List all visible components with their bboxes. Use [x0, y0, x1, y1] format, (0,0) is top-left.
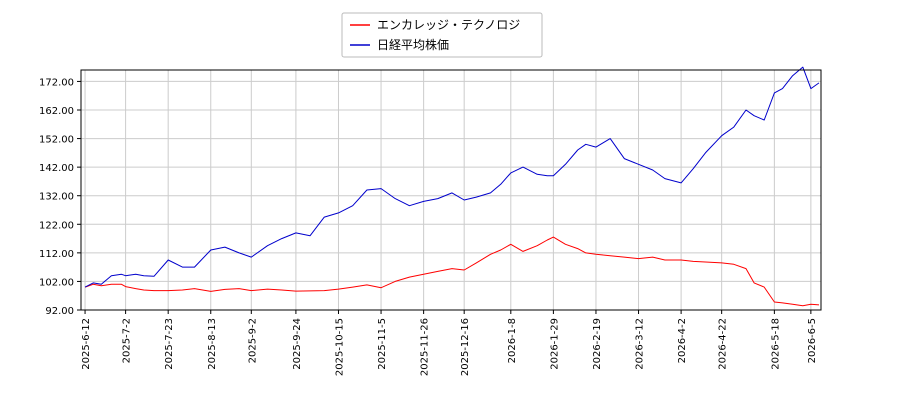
series-line-2: [84, 66, 820, 288]
x-tick-label: 2025-11-26: [420, 318, 431, 376]
y-tick-label: 102.00: [39, 277, 74, 288]
x-tick-label: 2025-11-5: [377, 318, 388, 370]
legend-label-2: 日経平均株価: [377, 37, 449, 52]
y-tick-label: 132.00: [39, 192, 74, 203]
y-tick-label: 172.00: [39, 77, 74, 88]
x-tick-label: 2026-1-29: [549, 318, 560, 370]
x-tick-label: 2025-6-12: [81, 318, 92, 370]
x-tick-label: 2026-4-2: [677, 318, 688, 363]
series-line-1: [84, 236, 820, 307]
x-tick-label: 2026-5-18: [770, 318, 781, 370]
series-layer: [84, 66, 820, 307]
legend-label-1: エンカレッジ・テクノロジ: [377, 18, 520, 32]
y-axis: 92.00 102.00 112.00 122.00 132.00 142.00 152.0…: [39, 77, 81, 317]
x-tick-label: 2026-6-5: [807, 318, 818, 363]
y-tick-label: 112.00: [39, 249, 74, 260]
x-tick-label: 2026-2-19: [592, 318, 603, 370]
x-tick-label: 2025-12-16: [460, 318, 471, 376]
y-tick-label: 162.00: [39, 106, 74, 117]
x-tick-label: 2025-10-15: [334, 318, 345, 376]
x-tick-label: 2025-9-2: [247, 318, 258, 363]
x-tick-label: 2025-7-23: [164, 318, 175, 370]
y-tick-label: 122.00: [39, 220, 74, 231]
legend-box: [341, 12, 543, 58]
grid-lines: [81, 70, 821, 311]
plot-frame: [80, 69, 822, 311]
x-axis: 2025-6-12 2025-7-2 2025-7-23 2025-8-13 2025-…: [81, 310, 818, 376]
x-tick-label: 2025-9-24: [292, 318, 303, 370]
y-tick-label: 142.00: [39, 163, 74, 174]
x-tick-label: 2026-4-22: [718, 318, 729, 370]
y-tick-label: 152.00: [39, 135, 74, 146]
x-tick-label: 2026-3-12: [635, 318, 646, 370]
x-tick-label: 2026-1-8: [507, 318, 518, 363]
x-tick-label: 2025-8-13: [207, 318, 218, 370]
y-tick-label: 92.00: [45, 306, 74, 317]
x-tick-label: 2025-7-2: [122, 318, 133, 363]
